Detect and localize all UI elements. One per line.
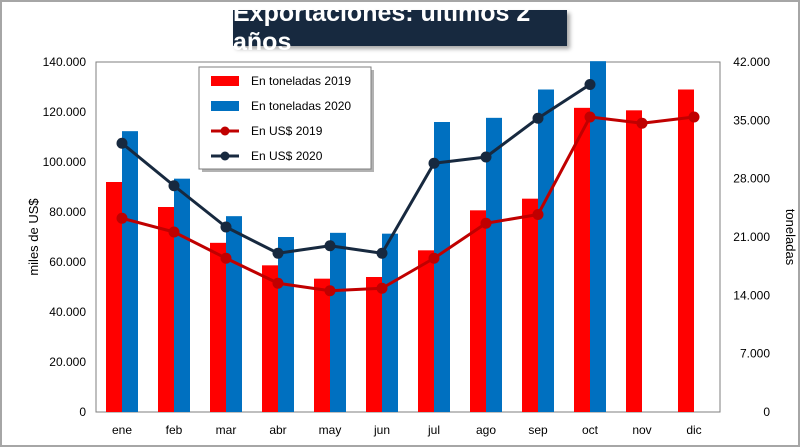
y-left-tick-label: 20.000 (49, 355, 86, 369)
y-left-tick-label: 0 (79, 405, 86, 419)
bar-2020 (538, 89, 554, 412)
point-us-2019 (376, 282, 388, 294)
point-us-2020 (168, 180, 180, 192)
bar-2019 (210, 242, 226, 412)
point-us-2019 (116, 212, 128, 224)
legend-entry-label: En toneladas 2019 (251, 74, 351, 88)
x-tick-label: feb (166, 423, 183, 437)
point-us-2019 (584, 111, 596, 123)
y-right-tick-label: 28.000 (733, 172, 770, 186)
y-right-tick-label: 14.000 (733, 288, 770, 302)
bar-2019 (106, 182, 122, 412)
bar-2020 (122, 131, 138, 412)
x-tick-label: nov (632, 423, 651, 437)
x-tick-label: jul (427, 423, 440, 437)
y-left-tick-label: 80.000 (49, 205, 86, 219)
x-tick-label: ago (476, 423, 496, 437)
y-left-tick-label: 40.000 (49, 305, 86, 319)
bar-2019 (678, 89, 694, 412)
point-us-2019 (168, 226, 180, 238)
bar-2019 (262, 265, 278, 412)
legend-swatch-marker (220, 126, 230, 136)
bar-2019 (574, 107, 590, 412)
point-us-2019 (272, 277, 284, 289)
legend-entry-label: En toneladas 2020 (251, 99, 351, 113)
y-left-tick-label: 140.000 (43, 55, 87, 69)
point-us-2020 (324, 240, 336, 252)
bar-2019 (158, 207, 174, 412)
point-us-2020 (376, 247, 388, 259)
bar-2020 (434, 122, 450, 412)
y-left-axis-label: miles de US$ (26, 198, 41, 276)
line-us-2020 (121, 83, 591, 255)
bar-2019 (366, 277, 382, 412)
point-us-2019 (428, 252, 440, 264)
legend-entry-label: En US$ 2020 (251, 149, 323, 163)
y-right-tick-label: 42.000 (733, 55, 770, 69)
x-tick-label: ene (112, 423, 132, 437)
bar-2020 (174, 178, 190, 412)
x-tick-label: jun (373, 423, 390, 437)
bar-2020 (278, 237, 294, 412)
point-us-2019 (480, 217, 492, 229)
point-us-2019 (532, 209, 544, 220)
bar-2020 (226, 216, 242, 412)
point-us-2019 (220, 252, 232, 264)
point-us-2020 (116, 137, 128, 149)
bar-2019 (314, 278, 330, 412)
y-right-tick-label: 35.000 (733, 113, 770, 127)
point-us-2020 (532, 112, 544, 124)
y-left-tick-label: 120.000 (43, 105, 87, 119)
bar-2019 (418, 250, 434, 412)
x-tick-label: mar (216, 423, 237, 437)
point-us-2019 (324, 285, 336, 297)
point-us-2020 (584, 79, 596, 90)
bar-2019 (626, 110, 642, 412)
bar-2020 (382, 233, 398, 412)
legend-swatch-bar (211, 76, 239, 86)
y-right-tick-label: 21.000 (733, 230, 770, 244)
legend-entry-label: En US$ 2019 (251, 124, 323, 138)
bar-2019 (522, 198, 538, 412)
bar-2019 (470, 210, 486, 412)
x-tick-label: abr (269, 423, 286, 437)
bar-2020 (590, 61, 606, 413)
x-tick-label: may (319, 423, 342, 437)
y-right-tick-label: 0 (763, 405, 770, 419)
point-us-2020 (272, 247, 284, 259)
point-us-2019 (636, 117, 648, 129)
x-tick-label: oct (582, 423, 599, 437)
y-left-tick-label: 100.000 (43, 155, 87, 169)
legend-swatch-marker (220, 151, 230, 161)
bar-2020 (486, 117, 502, 412)
y-right-tick-label: 7.000 (740, 347, 770, 361)
bar-2020 (330, 232, 346, 412)
point-us-2019 (688, 111, 700, 123)
y-left-tick-label: 60.000 (49, 255, 86, 269)
line-us-2019 (121, 115, 695, 293)
point-us-2020 (428, 157, 440, 169)
y-right-axis-label: toneladas (783, 209, 798, 266)
legend-swatch-bar (211, 101, 239, 111)
point-us-2020 (220, 221, 232, 233)
x-tick-label: dic (686, 423, 701, 437)
x-tick-label: sep (528, 423, 548, 437)
point-us-2020 (480, 151, 492, 163)
plot-area-border (95, 61, 721, 413)
